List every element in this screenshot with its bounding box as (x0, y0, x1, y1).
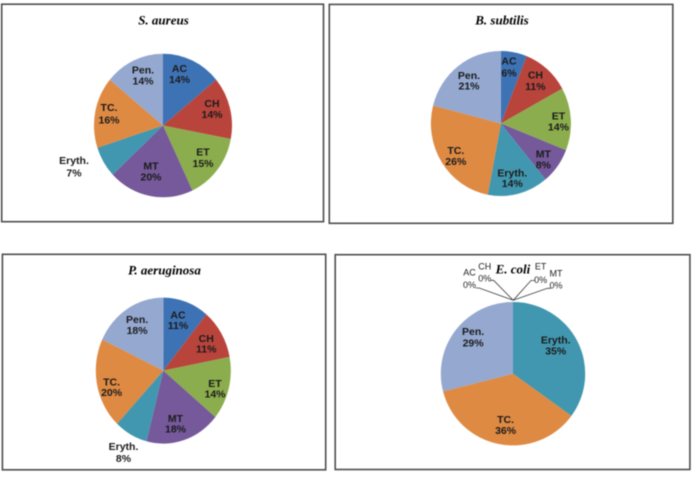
svg-text:ET: ET (535, 262, 547, 272)
svg-text:Eryth.: Eryth. (497, 167, 527, 179)
svg-text:36%: 36% (495, 425, 517, 437)
svg-text:CH: CH (204, 98, 219, 110)
svg-text:8%: 8% (116, 453, 132, 465)
svg-text:26%: 26% (445, 156, 467, 168)
svg-text:8%: 8% (536, 160, 552, 172)
svg-text:18%: 18% (127, 325, 149, 337)
svg-text:TC.: TC. (497, 414, 514, 426)
svg-text:29%: 29% (463, 337, 485, 349)
svg-text:TC.: TC. (447, 145, 464, 157)
svg-text:ET: ET (208, 378, 222, 390)
svg-text:P. aeruginosa: P. aeruginosa (128, 263, 201, 278)
svg-text:11%: 11% (196, 344, 217, 356)
svg-text:MT: MT (550, 268, 563, 278)
svg-text:18%: 18% (165, 424, 187, 436)
svg-text:Eryth.: Eryth. (109, 441, 139, 453)
svg-text:MT: MT (143, 161, 159, 173)
svg-text:CH: CH (528, 70, 543, 82)
svg-text:ET: ET (196, 146, 210, 158)
svg-text:Eryth.: Eryth. (541, 334, 571, 346)
svg-text:Eryth.: Eryth. (59, 155, 89, 167)
svg-text:20%: 20% (101, 387, 123, 399)
svg-text:Pen.: Pen. (132, 65, 154, 77)
svg-text:14%: 14% (169, 74, 191, 86)
svg-text:14%: 14% (204, 388, 226, 400)
svg-text:35%: 35% (545, 346, 567, 358)
svg-text:21%: 21% (458, 81, 480, 93)
svg-text:S. aureus: S. aureus (138, 13, 189, 28)
svg-text:TC.: TC. (103, 376, 120, 388)
svg-text:B. subtilis: B. subtilis (474, 13, 528, 28)
svg-text:Pen.: Pen. (126, 314, 148, 326)
svg-text:ET: ET (552, 111, 566, 123)
svg-text:16%: 16% (98, 115, 120, 127)
svg-text:E. coli: E. coli (495, 262, 531, 277)
svg-text:0%: 0% (463, 280, 476, 290)
svg-text:0%: 0% (534, 275, 547, 285)
svg-text:6%: 6% (501, 67, 517, 79)
svg-text:CH: CH (478, 262, 491, 272)
svg-text:0%: 0% (478, 273, 491, 283)
svg-text:AC: AC (501, 56, 517, 68)
svg-text:AC: AC (463, 268, 476, 278)
svg-text:MT: MT (536, 149, 552, 161)
svg-text:AC: AC (172, 63, 188, 75)
svg-text:14%: 14% (548, 121, 570, 133)
svg-text:TC.: TC. (101, 102, 118, 114)
svg-text:CH: CH (199, 333, 214, 345)
svg-text:AC: AC (170, 309, 186, 321)
svg-text:Pen.: Pen. (462, 326, 484, 338)
svg-text:11%: 11% (168, 320, 189, 332)
svg-text:0%: 0% (549, 281, 562, 291)
svg-text:14%: 14% (132, 75, 154, 87)
svg-text:11%: 11% (525, 81, 546, 93)
svg-text:14%: 14% (201, 109, 223, 121)
svg-text:MT: MT (168, 413, 184, 425)
svg-text:Pen.: Pen. (458, 70, 480, 82)
svg-text:7%: 7% (66, 167, 82, 179)
svg-text:20%: 20% (140, 171, 162, 183)
svg-text:15%: 15% (192, 158, 214, 170)
svg-text:14%: 14% (502, 178, 524, 190)
